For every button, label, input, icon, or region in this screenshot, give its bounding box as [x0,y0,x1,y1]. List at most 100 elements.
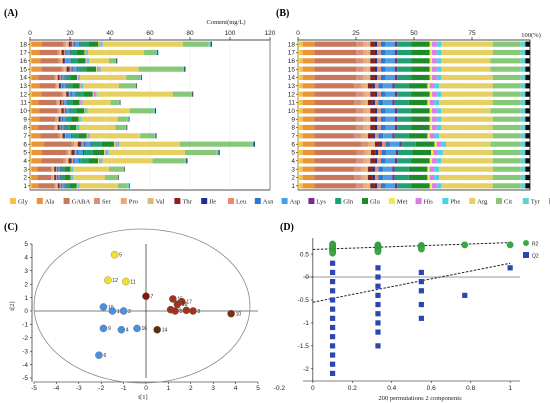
panel-b-bar-segment [370,183,375,189]
panel-a-bar-segment [59,183,60,189]
panel-b-bar-segment [492,91,521,97]
panel-b-bar-segment [525,58,530,64]
panel-a-bar-segment [30,141,32,147]
panel-d-y-tick-label: -1 [303,320,309,327]
panel-a-bar-segment [40,58,59,64]
panel-a-y-tick-label: 11 [20,100,27,107]
panel-a-bar-segment [90,133,141,139]
panel-a-bar-segment [67,99,73,106]
panel-c-y-tick-label: 4 [24,255,28,262]
q2-point [329,361,336,367]
panel-b-bar-segment [492,83,521,89]
panel-b-bar-segment [360,141,368,147]
panel-b-bar-segment [383,83,393,89]
panel-a-bar-segment [31,174,38,181]
panel-a-bar-segment [53,174,55,181]
panel-a-bar-segment [80,116,82,122]
panel-a-bar-segment [66,58,68,64]
panel-b-bar-segment [394,108,398,114]
panel-b-bar-segment [436,66,442,72]
panel-b-bar-segment [302,99,315,106]
panel-a-bar-segment [253,141,255,147]
panel-b-bar-segment [366,58,371,64]
panel-a-bar-segment [88,158,99,164]
panel-a-bar-segment [61,99,62,106]
panel-a-bar-segment [37,166,52,172]
panel-b-bar-segment [520,183,526,189]
legend-entry: Arg [477,199,488,206]
q2-point [375,283,381,289]
legend-swatch [36,198,43,204]
panel-b-bar-segment [434,99,440,106]
panel-b-bar-segment [356,66,364,72]
panel-b-bar-segment [298,49,303,56]
panel-a-bar-segment [78,116,80,122]
panel-b-bar-segment [374,108,378,114]
panel-b-bar-segment [378,174,384,181]
panel-a-bar-segment [54,166,56,172]
legend-swatch [147,198,154,204]
panel-a-bar-segment [60,83,61,89]
panel-b-bar-segment [492,183,521,189]
panel-b-bar-segment [380,49,386,56]
panel-c-x-tick-label: 5 [256,385,260,392]
r2-point [506,241,514,249]
panel-b-bar-segment [525,99,530,106]
panel-a-bar-segment [42,149,66,156]
panel-b-bar-segment [377,49,381,56]
panel-b-bar-segment [366,49,371,56]
panel-b-bar-segment [397,158,412,164]
panel-a-bar-segment [32,149,42,156]
panel-a-bar-segment [86,133,88,139]
panel-b-y-tick-label: 2 [291,175,295,182]
panel-a-bar-segment [106,149,109,156]
panel-b-bar-segment [374,174,379,181]
panel-d-y-tick-label: -1.5 [298,343,310,350]
panel-a-bar-segment [59,74,60,81]
panel-d-y-tick-label: 0 [305,274,309,281]
panel-b-bar-segment [520,58,526,64]
panel-a-bar-segment [30,66,32,72]
panel-b-y-tick-label: 16 [288,58,296,65]
panel-a-bar-segment [97,66,99,72]
legend-swatch [496,198,502,204]
panel-a-bar-segment [98,66,101,72]
panel-a-bar-segment [31,133,41,139]
panel-b-bar-segment [441,116,493,122]
panel-a-bar-segment [80,99,82,106]
panel-a-bar-segment [64,74,66,81]
panel-c-xlabel: t[1] [138,394,147,401]
panel-b-bar-segment [353,166,361,172]
panel-b-bar-segment [429,41,433,47]
q2-point [375,343,381,349]
panel-b-bar-segment [364,83,368,89]
panel-b-y-tick-label: 12 [288,91,296,98]
panel-b-bar-segment [411,58,430,64]
panel-b-bar-segment [377,116,381,122]
panel-a-bar-segment [63,158,66,164]
panel-a-bar-segment [60,174,65,181]
panel-b-bar-segment [385,41,395,47]
panel-b-bar-segment [525,66,530,72]
panel-b-bar-segment [394,49,398,56]
panel-b-bar-segment [366,74,371,81]
q2-point [375,320,381,326]
panel-b-bar-segment [427,166,430,172]
panel-a-bar-segment [57,49,59,56]
panel-b-bar-segment [429,183,433,189]
panel-b-bar-segment [429,116,433,122]
legend-entry: Pro [129,199,139,206]
q2-point [418,279,424,285]
panel-b-bar-segment [438,149,443,156]
panel-a-bar-segment [154,133,156,139]
panel-b-bar-segment [366,108,371,114]
panel-b-bar-segment [525,108,530,114]
panel-a-bar-segment [157,49,159,56]
legend-swatch [522,198,529,204]
panel-b-y-tick-label: 8 [291,125,295,132]
panel-a-bar-segment [86,49,88,56]
legend-entry: Leu [236,199,247,206]
panel-a-bar-segment [96,91,173,97]
panel-b-label: (B) [276,8,289,19]
